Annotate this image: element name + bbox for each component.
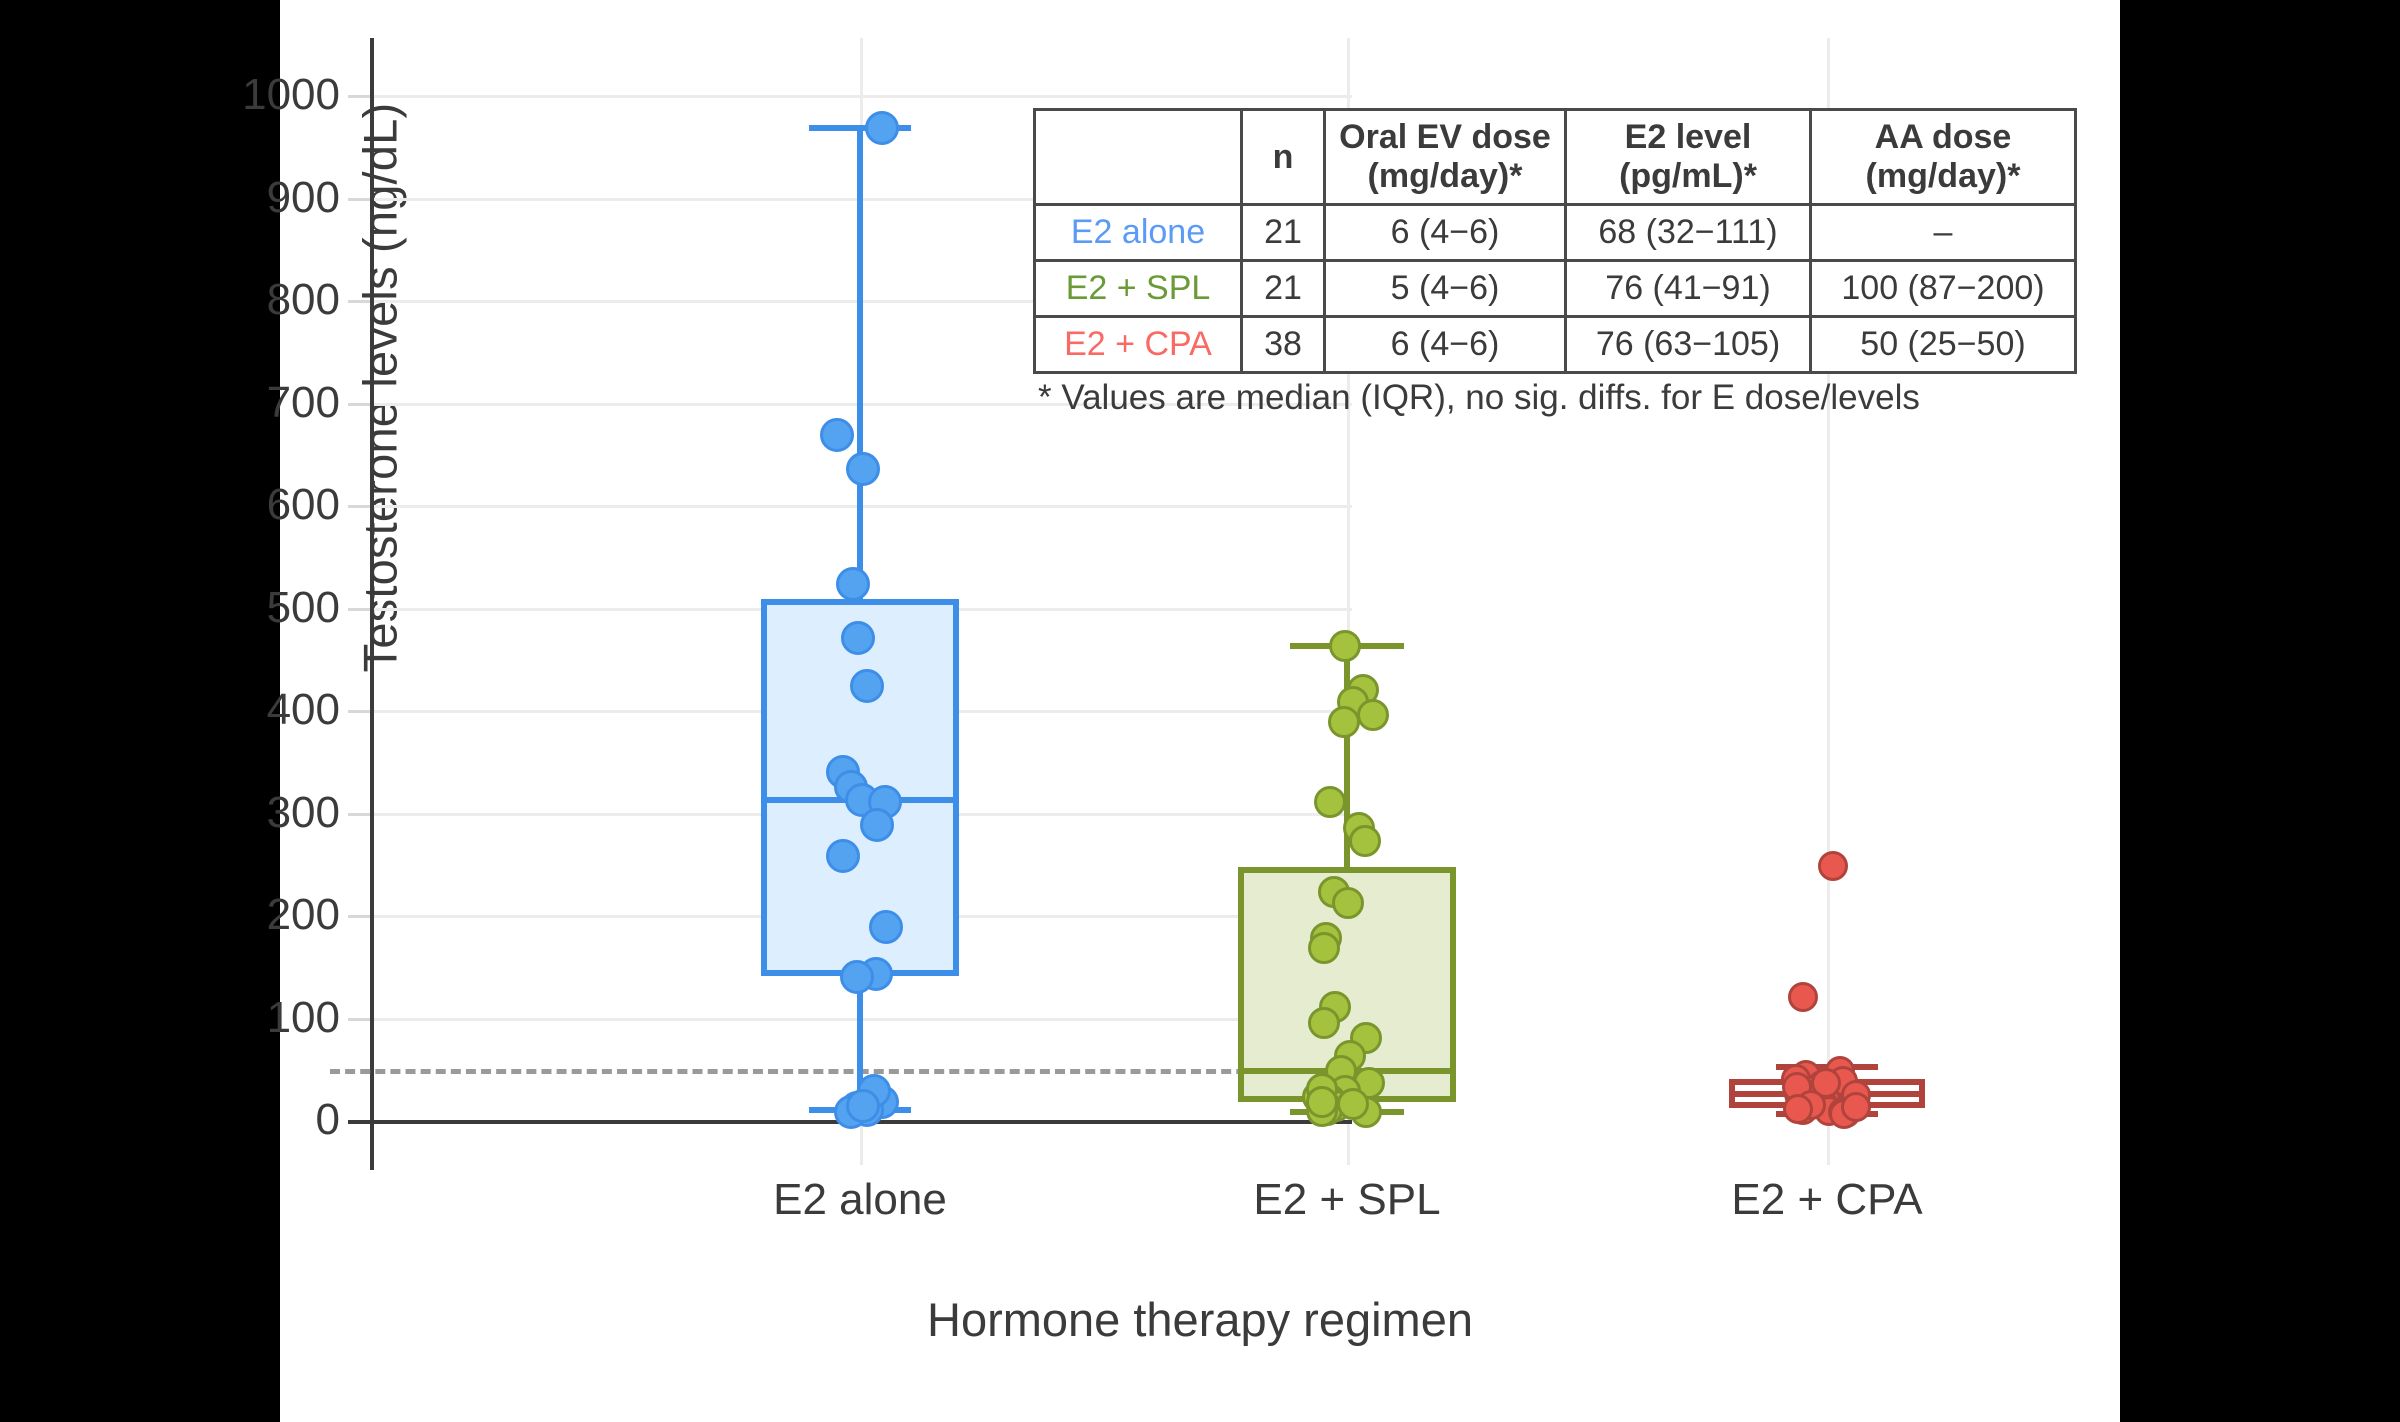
x-tick-label: E2 alone (773, 1175, 947, 1224)
data-point (839, 959, 874, 994)
y-tick-mark (348, 1120, 370, 1124)
table-body: E2 alone 21 6 (4−6) 68 (32−111) – E2 + SPL 21 5… (1033, 203, 2077, 375)
row-label: E2 + CPA (1033, 315, 1243, 375)
y-axis-ticks: 0 100 200 300 400 500 600 700 800 900 1000 (242, 0, 2120, 1422)
y-tick-label: 900 (266, 172, 340, 222)
cell-n: 21 (1240, 203, 1326, 263)
gridline-vertical (1827, 38, 1830, 1165)
data-point (1328, 706, 1361, 739)
table-header-row: n Oral EV dose (mg/day)* E2 level (pg/mL… (1033, 107, 2077, 207)
th-ev-dose: Oral EV dose (mg/day)* (1323, 107, 1567, 207)
summary-table: n Oral EV dose (mg/day)* E2 level (pg/mL… (1033, 107, 2077, 375)
cell-n: 38 (1240, 315, 1326, 375)
cell-e2-level: 68 (32−111) (1564, 203, 1812, 263)
gridline-vertical (1347, 38, 1350, 1165)
data-point (819, 418, 854, 453)
data-point (1331, 886, 1364, 919)
y-tick-mark (348, 197, 370, 201)
table-row: E2 + SPL 21 5 (4−6) 76 (41−91) 100 (87−200) (1033, 259, 2077, 319)
y-tick-label: 0 (315, 1095, 340, 1144)
y-tick-label: 400 (266, 685, 340, 734)
whisker-cap-upper (808, 124, 912, 131)
y-tick-label: 700 (266, 377, 340, 427)
cell-aa-dose: 50 (25−50) (1809, 315, 2077, 375)
x-tick-label: E2 + SPL (1253, 1175, 1441, 1224)
th-blank (1033, 107, 1243, 207)
plot-area (280, 0, 2120, 1422)
data-point (1783, 1093, 1814, 1124)
th-ev-dose-line1: Oral EV dose (1339, 118, 1551, 156)
data-point (864, 110, 899, 145)
y-tick-label: 1000 (242, 70, 340, 119)
data-point (826, 838, 861, 873)
y-tick-label: 800 (266, 275, 340, 324)
data-point (1307, 1006, 1340, 1039)
th-n: n (1240, 107, 1326, 207)
th-e2-level: E2 level (pg/mL)* (1564, 107, 1812, 207)
cell-e2-level: 76 (63−105) (1564, 315, 1812, 375)
data-point (1841, 1091, 1872, 1122)
data-point (1788, 982, 1819, 1012)
cell-e2-level: 76 (41−91) (1564, 259, 1812, 319)
cell-aa-dose: 100 (87−200) (1809, 259, 2077, 319)
data-point (846, 452, 881, 487)
y-tick-mark (348, 300, 370, 303)
data-point (1348, 825, 1381, 858)
table-row: E2 + CPA 38 6 (4−6) 76 (63−105) 50 (25−50) (1033, 315, 2077, 375)
y-tick-mark (348, 95, 370, 98)
y-tick-mark (348, 607, 370, 611)
data-point (845, 1088, 880, 1123)
y-tick-label: 200 (266, 890, 340, 939)
y-tick-mark (348, 402, 370, 406)
data-point (1336, 1087, 1369, 1120)
y-tick-mark (348, 710, 370, 713)
data-point (868, 910, 903, 945)
cell-n: 21 (1240, 259, 1326, 319)
y-tick-mark (348, 812, 370, 816)
data-point (836, 566, 871, 601)
data-point (1329, 630, 1362, 663)
x-axis-title: Hormone therapy regimen (927, 1293, 1473, 1346)
th-e2-level-line1: E2 level (1624, 118, 1752, 156)
cell-aa-dose: – (1809, 203, 2077, 263)
data-point (849, 669, 884, 704)
x-tick-label: E2 + CPA (1731, 1175, 1923, 1224)
x-axis-ticks: E2 alone E2 + SPL E2 + CPA (280, 0, 2120, 1422)
th-ev-dose-line2: (mg/day)* (1367, 157, 1523, 196)
table-row: E2 alone 21 6 (4−6) 68 (32−111) – (1033, 203, 2077, 263)
data-point (859, 807, 894, 842)
y-tick-mark (348, 1017, 370, 1021)
data-point (1307, 931, 1340, 964)
y-axis-spine (370, 38, 374, 1170)
data-point (1313, 786, 1346, 819)
data-point (1305, 1085, 1338, 1118)
y-tick-label: 100 (266, 992, 340, 1042)
th-aa-dose-line1: AA dose (1874, 118, 2012, 156)
y-tick-label: 600 (266, 480, 340, 529)
y-tick-mark (348, 915, 370, 918)
th-aa-dose-line2: (mg/day)* (1865, 157, 2021, 196)
y-tick-label: 300 (266, 787, 340, 837)
cell-ev-dose: 6 (4−6) (1323, 203, 1567, 263)
th-aa-dose: AA dose (mg/day)* (1809, 107, 2077, 207)
data-point (840, 621, 875, 656)
table-footnote: * Values are median (IQR), no sig. diffs… (1038, 378, 1920, 417)
data-point (1818, 850, 1849, 881)
cell-ev-dose: 6 (4−6) (1323, 315, 1567, 375)
y-tick-label: 500 (266, 582, 340, 632)
figure-canvas: Testosterone levels (ng/dL) 0 100 200 300 40… (242, 0, 2120, 1422)
y-tick-mark (348, 505, 370, 508)
reference-line (330, 1068, 1352, 1074)
th-e2-level-line2: (pg/mL)* (1619, 157, 1757, 196)
cell-ev-dose: 5 (4−6) (1323, 259, 1567, 319)
row-label: E2 alone (1033, 203, 1243, 263)
row-label: E2 + SPL (1033, 259, 1243, 319)
